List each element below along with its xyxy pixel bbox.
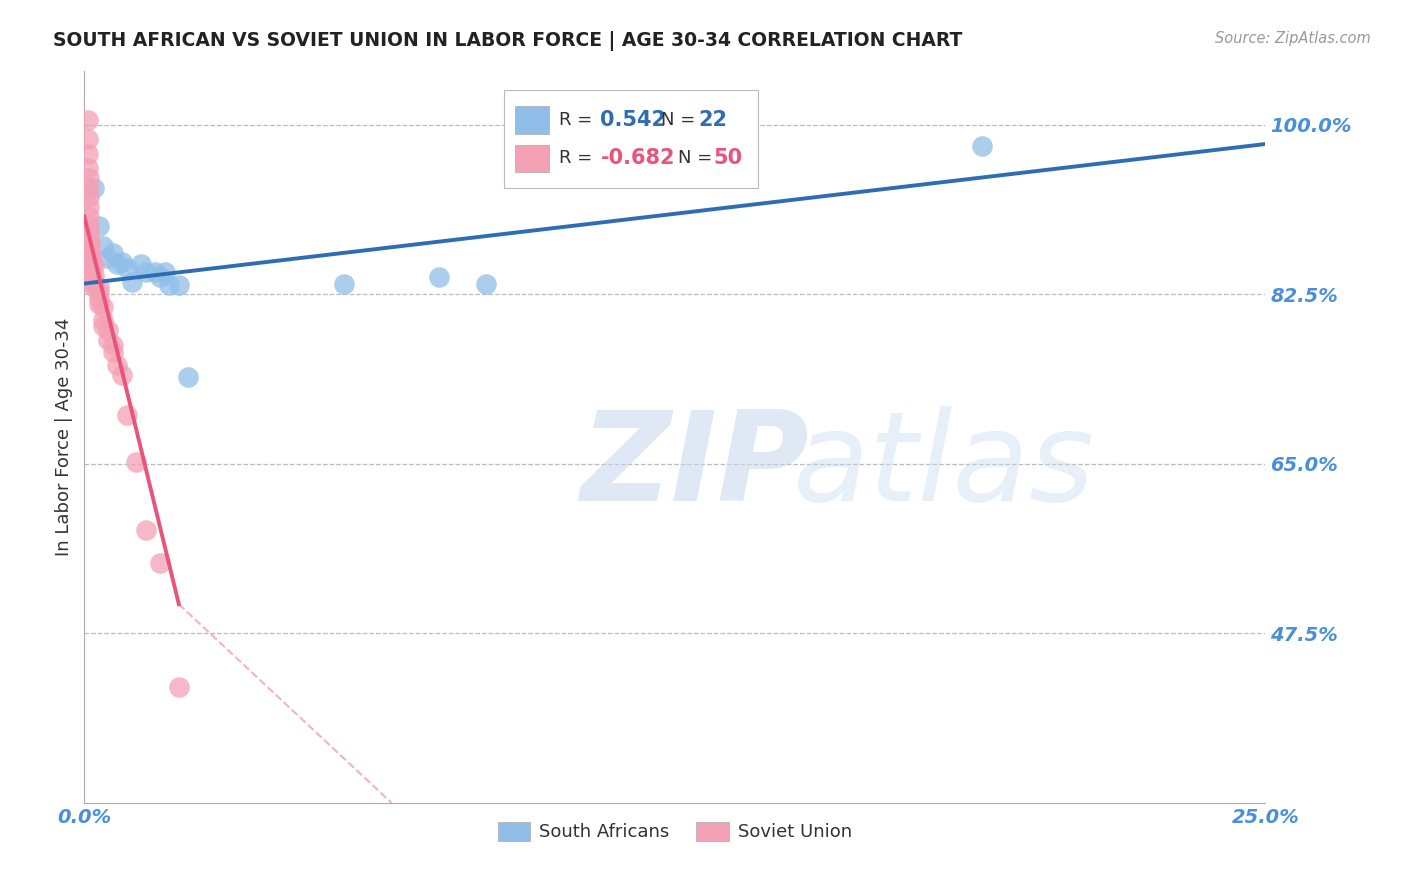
Point bbox=[177, 369, 200, 384]
Point bbox=[101, 337, 124, 351]
Text: 0.542: 0.542 bbox=[600, 111, 666, 130]
Text: -0.682: -0.682 bbox=[600, 148, 675, 169]
Point bbox=[135, 265, 157, 279]
Point bbox=[80, 273, 103, 287]
Point bbox=[79, 248, 101, 262]
Point bbox=[121, 275, 143, 289]
Point bbox=[77, 180, 100, 194]
Point bbox=[77, 210, 100, 224]
Point bbox=[427, 269, 450, 284]
Point bbox=[101, 245, 124, 260]
Point bbox=[101, 345, 124, 359]
FancyBboxPatch shape bbox=[503, 90, 758, 188]
Point bbox=[153, 265, 176, 279]
Point bbox=[80, 252, 103, 266]
Point bbox=[970, 139, 993, 153]
Point bbox=[77, 161, 100, 176]
Text: ZIP: ZIP bbox=[581, 406, 808, 527]
Point bbox=[115, 260, 138, 275]
Point bbox=[87, 280, 110, 294]
Point bbox=[77, 252, 100, 266]
Text: Source: ZipAtlas.com: Source: ZipAtlas.com bbox=[1215, 31, 1371, 46]
Point bbox=[80, 264, 103, 278]
Point bbox=[115, 409, 138, 423]
Text: 50: 50 bbox=[714, 148, 742, 169]
FancyBboxPatch shape bbox=[516, 106, 548, 135]
Point bbox=[83, 258, 105, 272]
Point bbox=[107, 257, 129, 271]
Point bbox=[79, 235, 101, 250]
Point bbox=[77, 257, 100, 271]
Point bbox=[77, 225, 100, 239]
Text: R =: R = bbox=[560, 149, 598, 168]
FancyBboxPatch shape bbox=[516, 145, 548, 172]
Point bbox=[143, 265, 166, 279]
Point bbox=[91, 313, 114, 327]
Point bbox=[157, 278, 180, 293]
Point bbox=[149, 269, 172, 284]
Point bbox=[83, 268, 105, 282]
Text: N =: N = bbox=[679, 149, 718, 168]
Point bbox=[77, 190, 100, 204]
Text: N =: N = bbox=[661, 112, 700, 129]
Point bbox=[97, 333, 120, 347]
Point bbox=[83, 180, 105, 194]
Text: atlas: atlas bbox=[793, 406, 1095, 527]
Point bbox=[77, 219, 100, 233]
Point bbox=[80, 268, 103, 282]
Y-axis label: In Labor Force | Age 30-34: In Labor Force | Age 30-34 bbox=[55, 318, 73, 557]
Point bbox=[77, 112, 100, 127]
Point bbox=[82, 277, 104, 291]
Point bbox=[83, 280, 105, 294]
Point bbox=[77, 238, 100, 252]
Point bbox=[125, 455, 148, 469]
Point bbox=[77, 200, 100, 214]
Point bbox=[97, 323, 120, 337]
Text: 22: 22 bbox=[699, 111, 727, 130]
Text: SOUTH AFRICAN VS SOVIET UNION IN LABOR FORCE | AGE 30-34 CORRELATION CHART: SOUTH AFRICAN VS SOVIET UNION IN LABOR F… bbox=[53, 31, 963, 51]
Point bbox=[135, 523, 157, 537]
Point bbox=[87, 292, 110, 306]
Point bbox=[79, 241, 101, 255]
Point bbox=[111, 368, 134, 382]
Point bbox=[111, 255, 134, 269]
Legend: South Africans, Soviet Union: South Africans, Soviet Union bbox=[491, 814, 859, 848]
Point bbox=[80, 257, 103, 271]
Point bbox=[79, 252, 101, 266]
Point bbox=[83, 275, 105, 289]
Point bbox=[129, 257, 152, 271]
Point bbox=[167, 680, 190, 694]
Point bbox=[91, 238, 114, 252]
Point bbox=[79, 257, 101, 271]
Point bbox=[475, 277, 498, 291]
Text: R =: R = bbox=[560, 112, 598, 129]
Point bbox=[77, 248, 100, 262]
Point bbox=[333, 277, 356, 292]
Point bbox=[97, 252, 120, 266]
Point bbox=[167, 278, 190, 293]
Point bbox=[82, 270, 104, 285]
Point bbox=[77, 146, 100, 161]
Point bbox=[87, 219, 110, 234]
Point bbox=[87, 286, 110, 301]
Point bbox=[107, 358, 129, 372]
Point bbox=[91, 319, 114, 334]
Point bbox=[91, 300, 114, 314]
Point bbox=[77, 245, 100, 260]
Point bbox=[77, 132, 100, 146]
Point bbox=[149, 556, 172, 570]
Point bbox=[87, 297, 110, 311]
Point bbox=[77, 170, 100, 185]
Point bbox=[77, 232, 100, 246]
